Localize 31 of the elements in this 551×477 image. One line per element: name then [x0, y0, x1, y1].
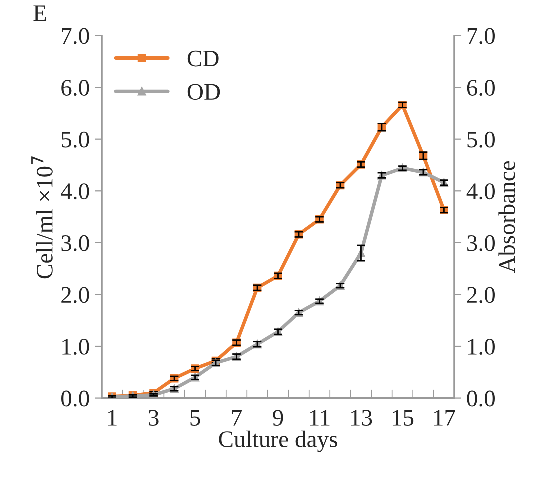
- x-tick-label: 1: [108, 410, 117, 426]
- y2-tick-label: 3.0: [468, 235, 495, 252]
- x-tick-label: 15: [392, 410, 414, 426]
- y2-axis-title: Absorbance: [498, 161, 516, 274]
- x-tick-label: 7: [232, 410, 242, 426]
- y-tick-label: 3.0: [62, 235, 90, 252]
- x-tick-label: 5: [190, 410, 200, 426]
- y-axis-title: Cell/ml ×10$^{7}$: [32, 156, 53, 279]
- y2-tick-label: 6.0: [467, 80, 495, 96]
- x-tick-label: 3: [149, 410, 159, 426]
- x-tick-label: 11: [310, 410, 330, 426]
- y-tick-label: 6.0: [62, 80, 90, 96]
- text: E: [34, 6, 46, 22]
- y-tick-label: 7.0: [62, 28, 90, 44]
- y2-tick-label: 1.0: [468, 338, 495, 356]
- y-tick-label: 1.0: [62, 338, 90, 356]
- y-tick-label: 5.0: [62, 132, 90, 148]
- y2-tick-label: 4.0: [466, 184, 495, 200]
- x-tick-label: 17: [434, 410, 456, 426]
- x-tick-label: 13: [352, 410, 372, 426]
- y2-tick-label: 2.0: [467, 287, 495, 304]
- legend-label: OD: [188, 84, 220, 100]
- y2-tick-label: 0.0: [467, 390, 495, 407]
- x-axis-title: Culture days: [219, 430, 338, 452]
- y-tick-label: 4.0: [61, 184, 90, 200]
- y-tick-label: 2.0: [62, 287, 90, 304]
- y2-tick-label: 5.0: [468, 132, 495, 148]
- x-tick-label: 9: [273, 410, 284, 426]
- y2-tick-label: 7.0: [468, 28, 495, 44]
- legend-label: CD: [188, 50, 219, 67]
- y-tick-label: 0.0: [62, 390, 90, 407]
